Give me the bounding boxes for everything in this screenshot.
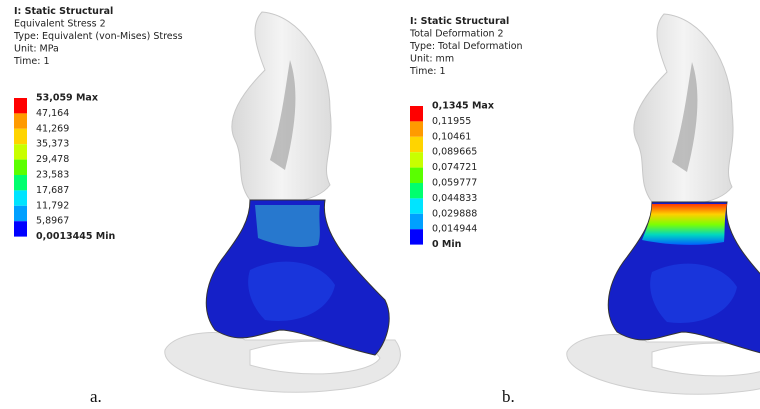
legend-swatch [410,214,423,229]
legend-label: 17,687 [36,185,69,196]
header-line: Time: 1 [13,56,50,67]
legend-swatch [14,175,27,190]
legend-label: 0,059777 [432,178,477,189]
legend-swatch [14,98,27,113]
legend-label: 0,029888 [432,208,477,219]
legend-label: 0,10461 [432,131,471,142]
header-line: I: Static Structural [410,16,509,27]
legend-swatch [14,206,27,221]
legend-swatch [410,168,423,183]
legend-swatch [14,113,27,128]
header-line: Type: Equivalent (von-Mises) Stress [13,31,183,42]
legend-label: 0,014944 [432,224,477,235]
header-line: Unit: MPa [14,44,59,55]
legend-label: 5,8967 [36,216,69,227]
legend-swatch [410,183,423,198]
legend-label: 11,792 [36,200,69,211]
legend-label: 0 Min [432,239,462,250]
header-line: I: Static Structural [14,6,113,17]
model-a [165,12,401,392]
header-line: Type: Total Deformation [409,41,523,52]
header-line: Total Deformation 2 [409,29,504,40]
legend-label: 41,269 [36,123,69,134]
legend-swatch [410,152,423,167]
legend-swatch [14,221,27,236]
legend-label: 0,044833 [432,193,477,204]
header-line: Time: 1 [409,66,446,77]
legend-swatch [410,229,423,244]
legend-label: 29,478 [36,154,69,165]
legend-label: 0,074721 [432,162,477,173]
legend-swatch [410,106,423,121]
caption: b. [502,387,515,406]
legend-label: 47,164 [36,108,69,119]
legend-swatch [410,137,423,152]
legend-swatch [14,190,27,205]
legend-swatch [410,198,423,213]
header-line: Unit: mm [410,54,454,65]
legend-label: 35,373 [36,139,69,150]
model-b [567,14,760,394]
header-line: Equivalent Stress 2 [14,19,106,30]
legend-label: 53,059 Max [36,93,98,104]
legend-label: 0,1345 Max [432,101,494,112]
legend-label: 23,583 [36,170,69,181]
figure-canvas: I: Static StructuralEquivalent Stress 2T… [0,0,760,409]
figure: I: Static StructuralEquivalent Stress 2T… [0,0,760,409]
legend-label: 0,089665 [432,147,477,158]
legend-swatch [14,160,27,175]
legend-label: 0,0013445 Min [36,231,116,242]
legend-swatch [410,121,423,136]
legend-swatch [14,144,27,159]
legend-swatch [14,129,27,144]
legend-label: 0,11955 [432,116,471,127]
caption: a. [90,387,102,406]
